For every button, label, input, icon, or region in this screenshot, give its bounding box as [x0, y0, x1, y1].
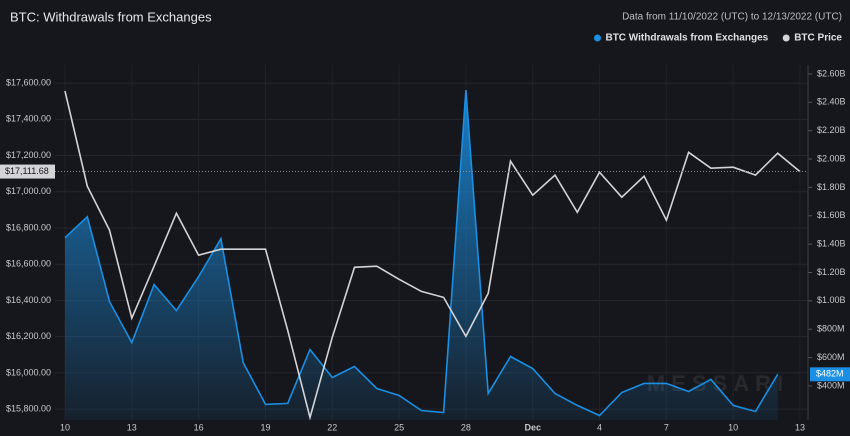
legend-swatch — [593, 34, 601, 42]
x-tick-label: 10 — [728, 422, 738, 432]
legend: BTC Price BTC Withdrawals from Exchanges — [593, 33, 842, 44]
y-tick-label: $17,400.00 — [6, 114, 51, 124]
x-tick-label: 4 — [597, 422, 602, 432]
last-value-box — [810, 367, 850, 382]
x-tick-label: 16 — [194, 422, 204, 432]
y2-tick-label: $2.00B — [817, 153, 846, 163]
chart-title: BTC: Withdrawals from Exchanges — [10, 9, 212, 24]
y-tick-label: $16,800.00 — [6, 222, 51, 232]
y2-tick-label: $1.40B — [817, 239, 846, 249]
y2-tick-label: $400M — [817, 380, 845, 390]
legend-label: BTC Price — [794, 33, 842, 44]
x-tick-label: 25 — [394, 422, 404, 432]
legend-label: BTC Withdrawals from Exchanges — [605, 33, 768, 44]
y-tick-label: $15,800.00 — [6, 404, 51, 414]
y-tick-label: $17,000.00 — [6, 186, 51, 196]
y2-tick-label: $2.60B — [817, 68, 846, 78]
y2-tick-label: $1.00B — [817, 295, 846, 305]
x-tick-label: 19 — [260, 422, 270, 432]
x-tick-label: 13 — [127, 422, 137, 432]
y-tick-label: $16,200.00 — [6, 331, 51, 341]
legend-swatch — [782, 34, 790, 42]
y-tick-label: $16,000.00 — [6, 367, 51, 377]
y2-tick-label: $800M — [817, 324, 845, 334]
series-line — [64, 89, 779, 417]
y2-tick-label: $1.20B — [817, 267, 846, 277]
last-value-label: $17,111.68 — [5, 166, 49, 176]
chart-subtitle: Data from 11/10/2022 (UTC) to 12/13/2022… — [622, 12, 842, 23]
y2-tick-label: $2.20B — [817, 125, 846, 135]
y2-tick-label: $600M — [817, 352, 845, 362]
y2-tick-label: $2.40B — [817, 97, 846, 107]
y-tick-label: $16,600.00 — [6, 259, 51, 269]
y-tick-label: $17,600.00 — [6, 77, 51, 87]
x-tick-label: 13 — [795, 422, 805, 432]
last-value-box — [0, 164, 55, 179]
x-tick-label: 7 — [664, 422, 669, 432]
x-tick-label: Dec — [524, 422, 541, 432]
x-tick-label: 28 — [461, 422, 471, 432]
y2-tick-label: $1.60B — [817, 210, 846, 220]
series-area — [65, 90, 778, 420]
y-tick-label: $16,400.00 — [6, 295, 51, 305]
y-tick-label: $17,200.00 — [6, 150, 51, 160]
series-line — [64, 90, 801, 421]
x-tick-label: 22 — [327, 422, 337, 432]
y2-tick-label: $1.80B — [817, 182, 846, 192]
x-tick-label: 10 — [60, 422, 70, 432]
last-value-label: $482M — [816, 369, 844, 379]
